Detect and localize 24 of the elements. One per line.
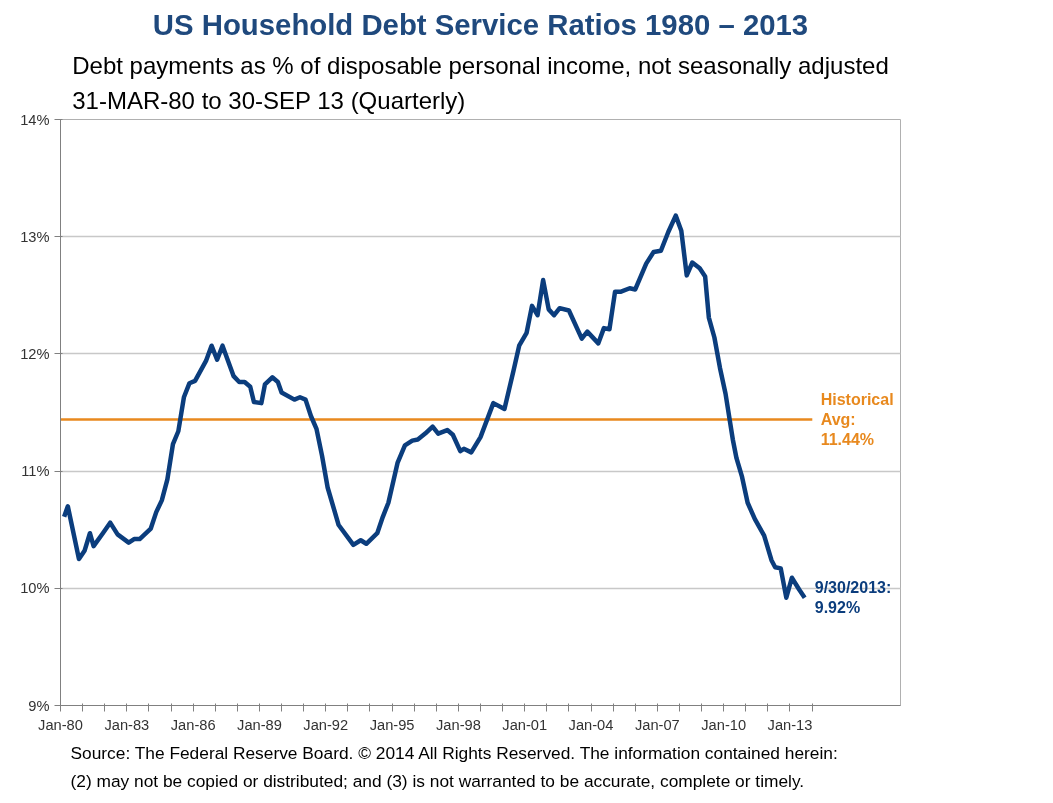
- x-tick-label: Jan-10: [701, 716, 747, 733]
- y-tick-label: 12%: [20, 345, 50, 362]
- line-series: [61, 213, 807, 600]
- ref-line-label: Historical Avg: 11.44%: [820, 390, 894, 449]
- source-note: Source: The Federal Reserve Board. © 2014 All Rights Reserved. The information contained herein: (2) may not be copied or distributed; and (3) is not warranted to be accurate, complete or timely.: [70, 742, 838, 791]
- x-tick-label: Jan-86: [170, 716, 216, 733]
- chart-subtitle: Debt payments as % of disposable personal income, not seasonally adjusted 31-MAR-80 to 30-SEP 13 (Quarterly): [72, 52, 889, 115]
- y-tick-label: 10%: [20, 580, 50, 597]
- x-tick-label: Jan-01: [502, 716, 548, 733]
- y-tick-label: 11%: [21, 463, 50, 480]
- y-tick-label: 13%: [20, 228, 50, 245]
- x-tick-label: Jan-83: [104, 716, 150, 733]
- x-tick-label: Jan-95: [369, 716, 415, 733]
- x-tick-label: Jan-89: [237, 716, 282, 733]
- annotation: 9/30/2013: 9.92%: [814, 578, 892, 617]
- x-tick-label: Jan-92: [303, 716, 349, 733]
- x-tick-label: Jan-13: [767, 716, 813, 733]
- y-tick-label: 14%: [20, 111, 50, 128]
- y-tick-label: 9%: [28, 697, 50, 714]
- x-tick-label: Jan-98: [436, 716, 481, 733]
- x-tick-label: Jan-04: [568, 716, 614, 733]
- x-tick-label: Jan-07: [634, 716, 680, 733]
- x-tick-label: Jan-80: [38, 716, 83, 733]
- chart-title: US Household Debt Service Ratios 1980 – 2013: [152, 7, 809, 41]
